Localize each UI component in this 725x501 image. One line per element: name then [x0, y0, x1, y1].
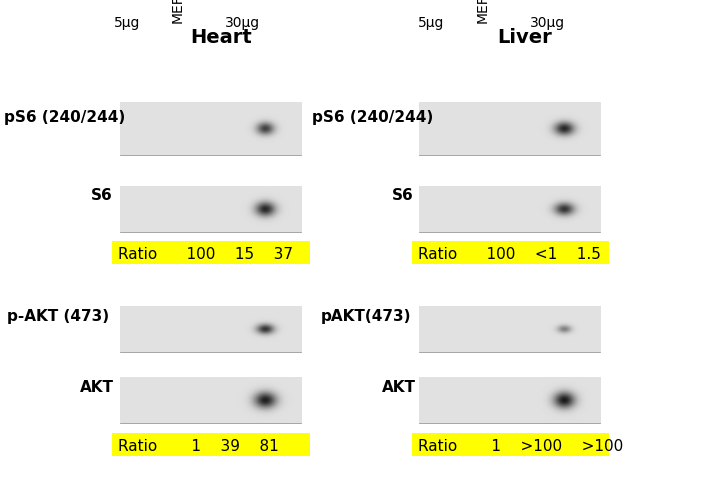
Text: Ratio      100    15    37: Ratio 100 15 37: [118, 246, 293, 262]
Bar: [112, 433, 310, 456]
Text: MEF: MEF: [170, 0, 185, 23]
Text: S6: S6: [392, 188, 413, 203]
Bar: [120, 308, 301, 353]
Text: p-AKT (473): p-AKT (473): [7, 308, 109, 323]
Bar: [120, 103, 301, 155]
Text: pS6 (240/244): pS6 (240/244): [4, 110, 125, 125]
Text: Liver: Liver: [497, 28, 552, 47]
Text: pS6 (240/244): pS6 (240/244): [312, 110, 433, 125]
Bar: [120, 188, 301, 233]
Bar: [112, 242, 310, 265]
Text: Ratio       1    39    81: Ratio 1 39 81: [118, 438, 279, 453]
Bar: [419, 308, 600, 353]
Text: AKT: AKT: [80, 379, 114, 394]
Text: 30μg: 30μg: [530, 16, 565, 30]
Text: Heart: Heart: [190, 28, 252, 47]
Text: pAKT(473): pAKT(473): [321, 308, 412, 323]
Bar: [419, 188, 600, 233]
Bar: [419, 378, 600, 423]
Text: Ratio      100    <1    1.5: Ratio 100 <1 1.5: [418, 246, 600, 262]
Text: S6: S6: [91, 188, 112, 203]
Text: 30μg: 30μg: [225, 16, 260, 30]
Text: 5μg: 5μg: [418, 16, 444, 30]
Bar: [412, 433, 609, 456]
Text: MEF: MEF: [475, 0, 489, 23]
Bar: [419, 103, 600, 155]
Text: Ratio       1    >100    >100: Ratio 1 >100 >100: [418, 438, 623, 453]
Text: AKT: AKT: [382, 379, 416, 394]
Bar: [412, 242, 609, 265]
Bar: [120, 378, 301, 423]
Text: 5μg: 5μg: [114, 16, 140, 30]
